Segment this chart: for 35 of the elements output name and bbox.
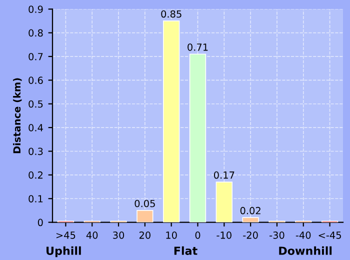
y-tick-label: 0.4 [28, 124, 43, 132]
x-tick-label: 0 [195, 232, 200, 239]
y-tick-label: 0.9 [28, 6, 43, 13]
bar [189, 54, 206, 222]
y-tick-label: 0.2 [28, 171, 42, 179]
x-tick-label: -20 [243, 232, 258, 239]
y-axis-title: Distance (km) [13, 78, 22, 154]
y-tick-label: 0.1 [28, 195, 43, 202]
x-tick-label: 40 [86, 232, 98, 239]
x-tick-label: -30 [270, 232, 284, 239]
y-tick-label: 0.6 [28, 76, 43, 84]
text: Downhill [279, 246, 332, 255]
data-label: 0.02 [240, 206, 260, 214]
y-tick-label: 0.3 [28, 148, 43, 156]
y-tick-label: 0.7 [28, 52, 43, 60]
bar [136, 210, 154, 222]
y-tick-label: 0.5 [28, 100, 43, 108]
data-label: 0.17 [214, 171, 234, 179]
x-tick-label: >45 [56, 232, 76, 239]
data-label: 0.85 [161, 10, 182, 18]
x-tick-label: 10 [166, 232, 177, 239]
data-label: 0.05 [134, 200, 155, 208]
bar [242, 217, 259, 222]
y-tick-label: 0.8 [28, 29, 43, 37]
y-tick-label: 0 [38, 218, 43, 226]
x-tick-label: 30 [113, 232, 124, 239]
x-tick-label: 20 [139, 232, 150, 239]
x-tick-label: <-45 [318, 232, 341, 239]
bar [216, 182, 232, 222]
x-tick-label: -40 [296, 232, 311, 239]
data-label: 0.71 [188, 43, 208, 51]
text: Flat [174, 246, 198, 255]
text: Uphill [46, 246, 81, 258]
x-tick-label: -10 [216, 232, 232, 239]
bar [163, 20, 180, 222]
